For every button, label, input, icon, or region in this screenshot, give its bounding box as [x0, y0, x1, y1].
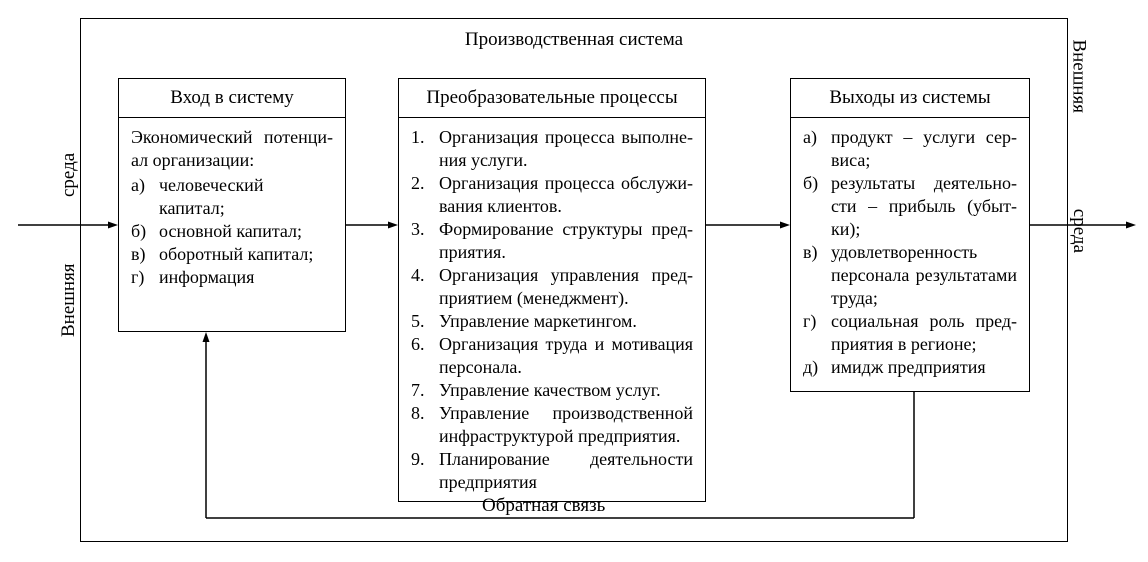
- list-text: основной капитал;: [159, 220, 333, 243]
- list-text: Формирование структуры пред­приятия.: [439, 218, 693, 264]
- process-item: 1.Организация процесса выполне­ния услуг…: [411, 126, 693, 172]
- list-text: человеческий капитал;: [159, 174, 333, 220]
- list-marker: г): [131, 266, 159, 289]
- list-text: оборотный капитал;: [159, 243, 333, 266]
- input-intro: Экономический потенци­ал организации:: [131, 126, 333, 172]
- list-text: Организация процесса выполне­ния услуги.: [439, 126, 693, 172]
- list-text: имидж предприятия: [831, 356, 1017, 379]
- list-text: Управление производственной инфраструкту…: [439, 402, 693, 448]
- output-item: г)социальная роль пред­приятия в регионе…: [803, 310, 1017, 356]
- input-item: б)основной капитал;: [131, 220, 333, 243]
- list-marker: б): [131, 220, 159, 243]
- list-text: Управление маркетингом.: [439, 310, 693, 333]
- list-marker: а): [803, 126, 831, 172]
- list-marker: 1.: [411, 126, 439, 172]
- diagram-canvas: Производственная система среда Внешняя В…: [0, 0, 1148, 562]
- process-item: 9.Планирование деятельности предприятия: [411, 448, 693, 494]
- list-text: удовлетворенность персонала результата­м…: [831, 241, 1017, 310]
- block-output: Выходы из системы а)продукт – услуги сер…: [790, 78, 1030, 392]
- feedback-label: Обратная связь: [482, 495, 605, 517]
- list-text: Организация процесса обслужи­вания клиен…: [439, 172, 693, 218]
- list-text: результаты деятельно­сти – прибыль (убыт…: [831, 172, 1017, 241]
- env-label-left-top: среда: [58, 153, 80, 197]
- block-process: Преобразовательные процессы 1.Организаци…: [398, 78, 706, 502]
- list-marker: в): [803, 241, 831, 310]
- block-process-title: Преобразовательные процессы: [399, 79, 705, 118]
- output-item: в)удовлетворенность персонала результата…: [803, 241, 1017, 310]
- env-label-right-top: Внешняя: [1068, 39, 1090, 113]
- list-text: социальная роль пред­приятия в регионе;: [831, 310, 1017, 356]
- list-marker: г): [803, 310, 831, 356]
- env-label-right-bottom: среда: [1068, 209, 1090, 253]
- list-marker: 8.: [411, 402, 439, 448]
- block-output-body: а)продукт – услуги сер­виса;б)результаты…: [791, 118, 1029, 389]
- block-output-title: Выходы из системы: [791, 79, 1029, 118]
- process-item: 5.Управление маркетингом.: [411, 310, 693, 333]
- list-marker: в): [131, 243, 159, 266]
- process-item: 6.Организация труда и мотивация персонал…: [411, 333, 693, 379]
- list-text: информация: [159, 266, 333, 289]
- process-item: 3.Формирование структуры пред­приятия.: [411, 218, 693, 264]
- list-text: продукт – услуги сер­виса;: [831, 126, 1017, 172]
- list-marker: 5.: [411, 310, 439, 333]
- block-process-body: 1.Организация процесса выполне­ния услуг…: [399, 118, 705, 505]
- list-marker: б): [803, 172, 831, 241]
- list-marker: 4.: [411, 264, 439, 310]
- input-item: г)информация: [131, 266, 333, 289]
- list-marker: 6.: [411, 333, 439, 379]
- list-text: Планирование деятельности предприятия: [439, 448, 693, 494]
- process-item: 2.Организация процесса обслужи­вания кли…: [411, 172, 693, 218]
- list-marker: д): [803, 356, 831, 379]
- env-label-left-bottom: Внешняя: [58, 263, 80, 337]
- list-marker: а): [131, 174, 159, 220]
- list-text: Организация труда и мотивация персонала.: [439, 333, 693, 379]
- output-item: б)результаты деятельно­сти – прибыль (уб…: [803, 172, 1017, 241]
- process-item: 7.Управление качеством услуг.: [411, 379, 693, 402]
- list-text: Управление качеством услуг.: [439, 379, 693, 402]
- list-marker: 2.: [411, 172, 439, 218]
- list-marker: 3.: [411, 218, 439, 264]
- outer-system-title: Производственная система: [81, 29, 1067, 51]
- output-item: а)продукт – услуги сер­виса;: [803, 126, 1017, 172]
- input-item: в)оборотный капитал;: [131, 243, 333, 266]
- block-input: Вход в систему Экономический потенци­ал …: [118, 78, 346, 332]
- list-marker: 7.: [411, 379, 439, 402]
- input-item: а)человеческий капитал;: [131, 174, 333, 220]
- list-marker: 9.: [411, 448, 439, 494]
- process-item: 8.Управление производственной инфраструк…: [411, 402, 693, 448]
- list-text: Организация управления пред­приятием (ме…: [439, 264, 693, 310]
- process-item: 4.Организация управления пред­приятием (…: [411, 264, 693, 310]
- block-input-title: Вход в систему: [119, 79, 345, 118]
- output-item: д)имидж предприятия: [803, 356, 1017, 379]
- block-input-body: Экономический потенци­ал организации:а)ч…: [119, 118, 345, 299]
